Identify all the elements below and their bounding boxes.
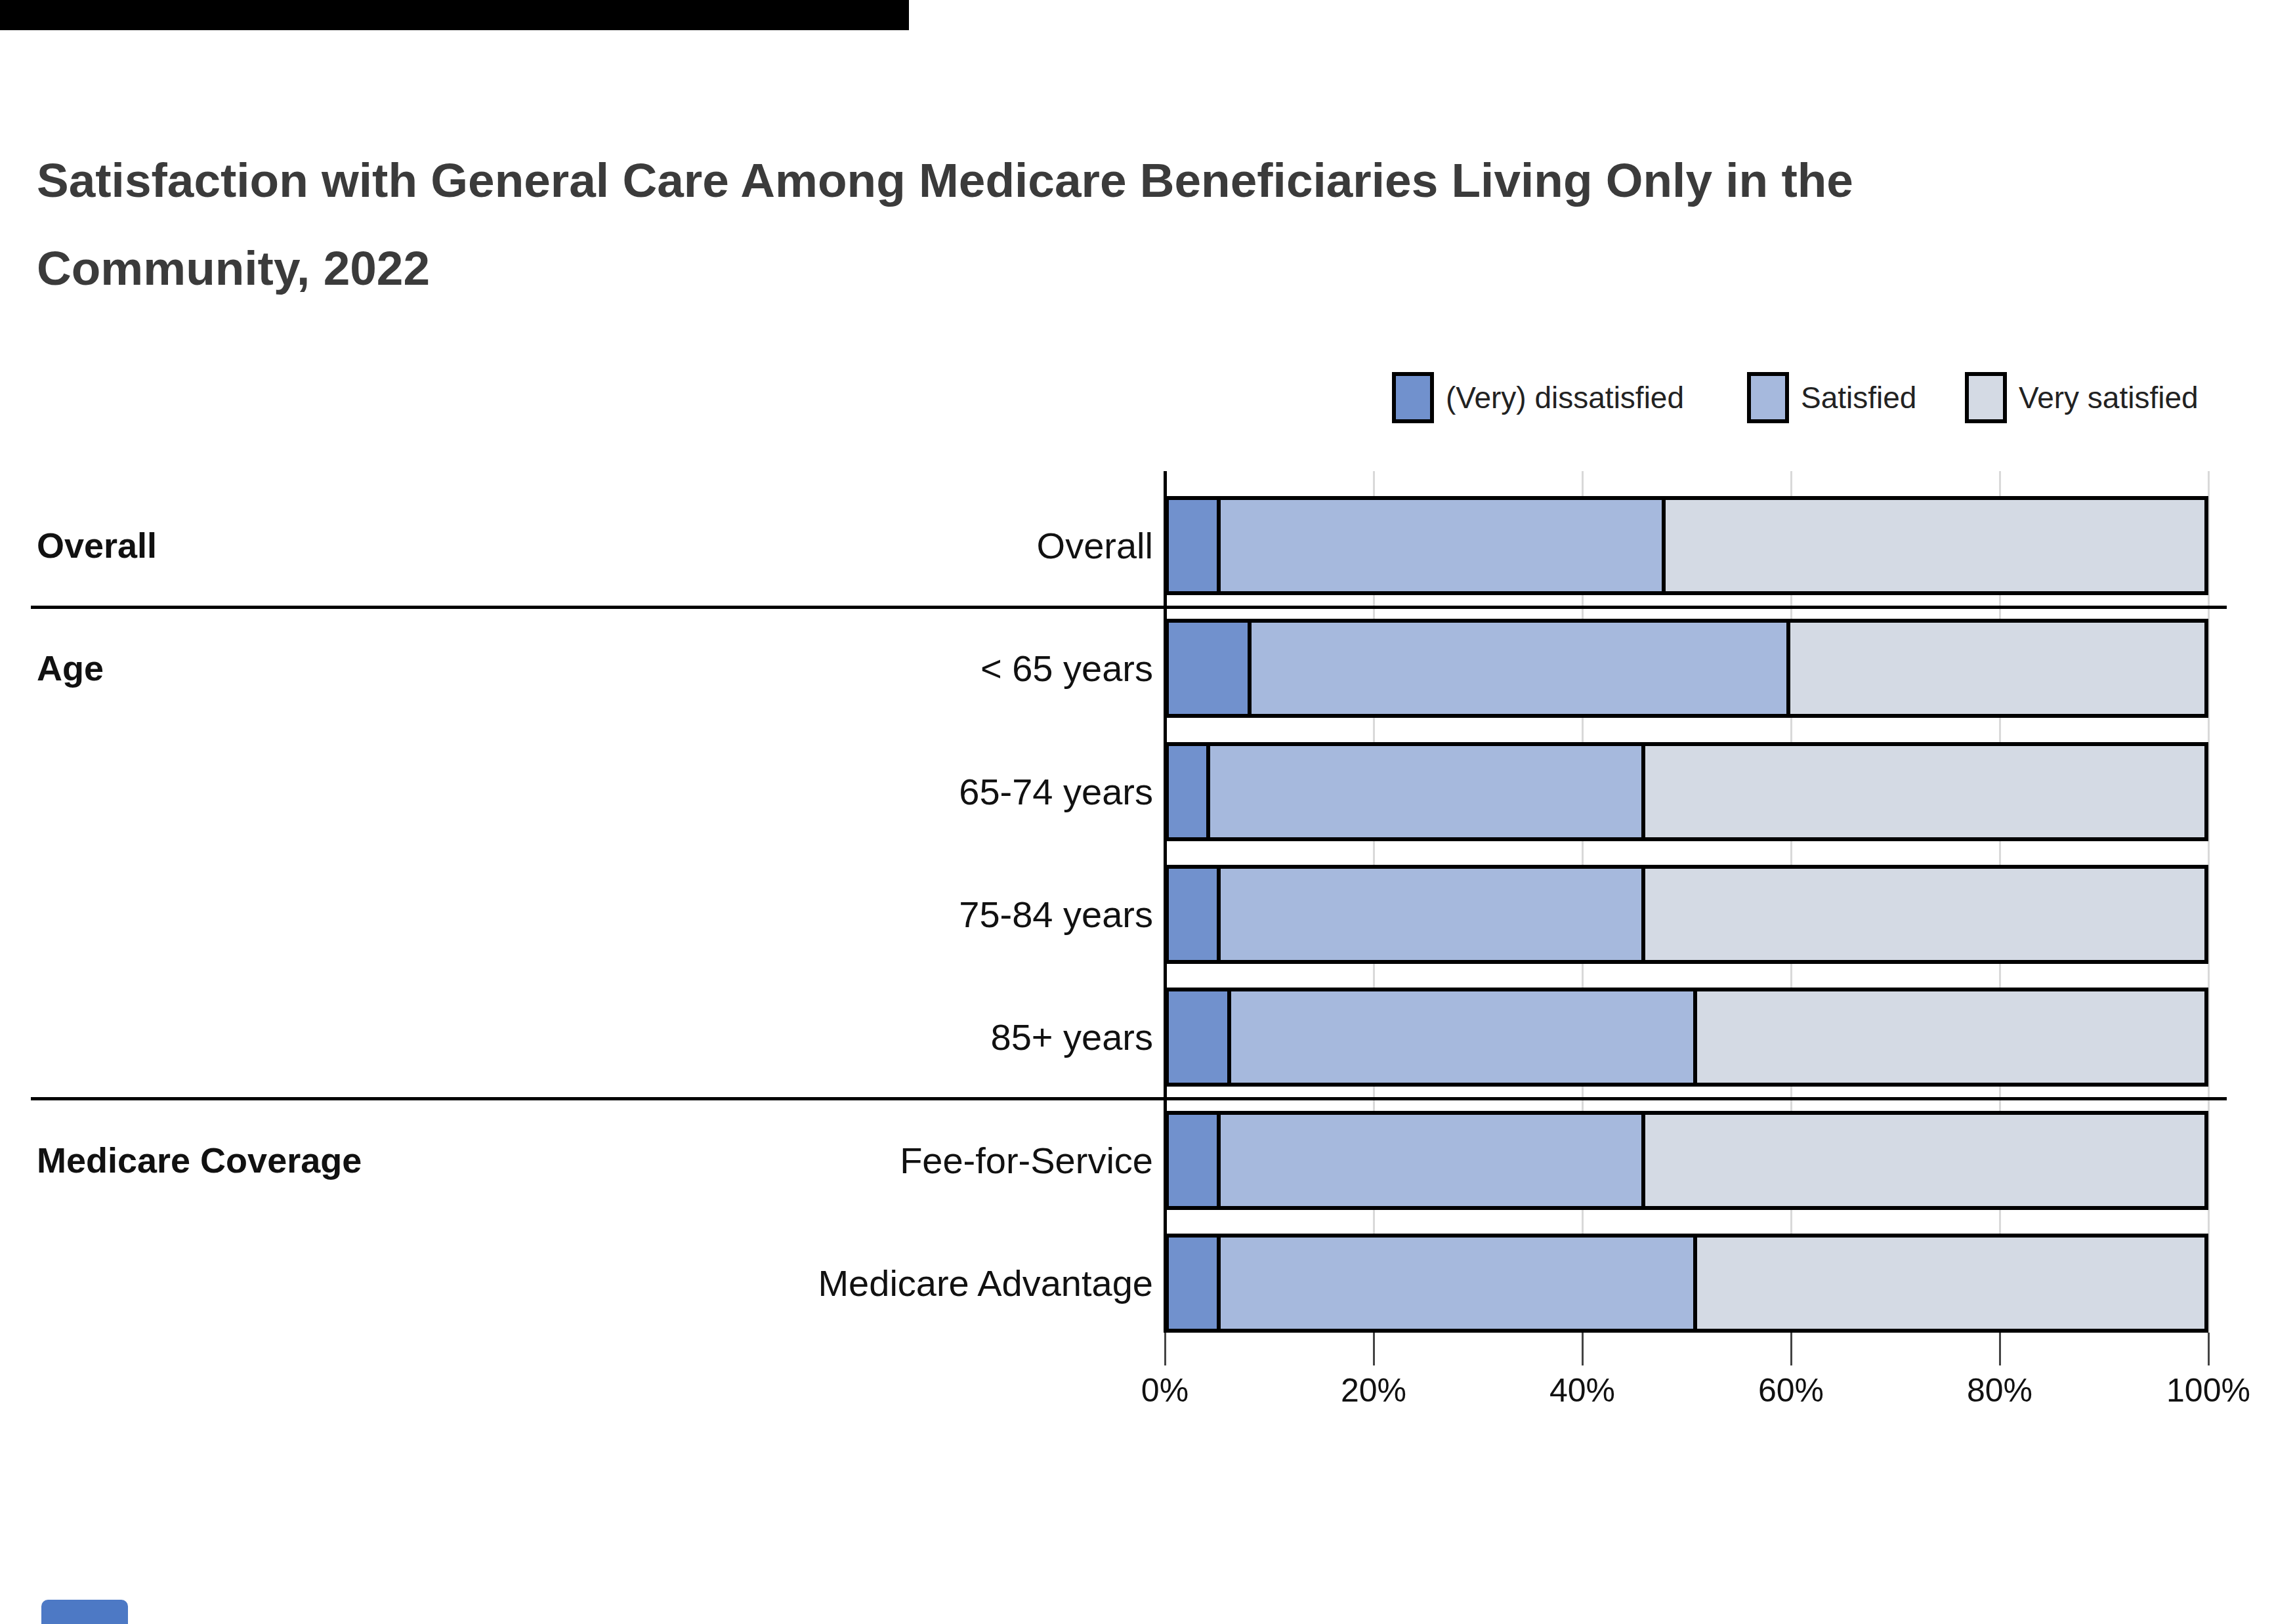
bar-segment-2 bbox=[1697, 991, 2204, 1083]
row-label-4: 85+ years bbox=[991, 988, 1154, 1087]
bar-fee-for-service bbox=[1165, 1111, 2208, 1210]
chart-page: Satisfaction with General Care Among Med… bbox=[0, 0, 2274, 1624]
chart-title-line-1: Satisfaction with General Care Among Med… bbox=[37, 136, 2229, 224]
row-label-1: < 65 years bbox=[980, 619, 1153, 718]
legend-label-0: (Very) dissatisfied bbox=[1446, 372, 1684, 423]
x-tick-label-60: 60% bbox=[1712, 1371, 1870, 1409]
row-label-3: 75-84 years bbox=[959, 865, 1153, 964]
x-tick-80 bbox=[1999, 1333, 2001, 1365]
bar-segment-0 bbox=[1169, 1115, 1221, 1206]
bar-segment-1 bbox=[1231, 991, 1697, 1083]
bar-segment-0 bbox=[1169, 1238, 1221, 1329]
bar--65-years bbox=[1165, 619, 2208, 718]
bar-segment-2 bbox=[1697, 1238, 2204, 1329]
legend-label-1: Satisfied bbox=[1801, 372, 1916, 423]
x-tick-20 bbox=[1373, 1333, 1375, 1365]
bar-segment-0 bbox=[1169, 623, 1252, 714]
x-tick-0 bbox=[1164, 1333, 1166, 1365]
row-label-2: 65-74 years bbox=[959, 742, 1153, 841]
row-label-5: Fee-for-Service bbox=[900, 1111, 1153, 1210]
legend-swatch-0 bbox=[1392, 372, 1434, 423]
legend-swatch-2 bbox=[1965, 372, 2007, 423]
x-tick-label-40: 40% bbox=[1504, 1371, 1661, 1409]
bar-segment-1 bbox=[1221, 500, 1666, 591]
bar-segment-2 bbox=[1666, 500, 2204, 591]
chart-title: Satisfaction with General Care Among Med… bbox=[37, 136, 2229, 312]
bar-overall bbox=[1165, 496, 2208, 595]
group-label-2: Medicare Coverage bbox=[37, 1111, 362, 1210]
bar-85-years bbox=[1165, 988, 2208, 1087]
legend-label-2: Very satisfied bbox=[2019, 372, 2199, 423]
x-tick-100 bbox=[2208, 1333, 2210, 1365]
legend-item-1: Satisfied bbox=[1747, 372, 1916, 423]
bar-segment-2 bbox=[1645, 869, 2204, 960]
bar-segment-0 bbox=[1169, 746, 1210, 837]
bar-segment-2 bbox=[1645, 1115, 2204, 1206]
group-divider-1 bbox=[31, 1097, 2227, 1100]
group-label-0: Overall bbox=[37, 496, 157, 595]
group-divider-0 bbox=[31, 606, 2227, 609]
x-tick-label-80: 80% bbox=[1921, 1371, 2078, 1409]
bar-75-84-years bbox=[1165, 865, 2208, 964]
bar-segment-2 bbox=[1790, 623, 2204, 714]
bar-medicare-advantage bbox=[1165, 1234, 2208, 1333]
row-label-6: Medicare Advantage bbox=[818, 1234, 1153, 1333]
x-tick-label-0: 0% bbox=[1086, 1371, 1244, 1409]
chart-title-line-2: Community, 2022 bbox=[37, 224, 2229, 312]
legend-swatch-1 bbox=[1747, 372, 1789, 423]
x-tick-label-100: 100% bbox=[2130, 1371, 2274, 1409]
group-label-1: Age bbox=[37, 619, 104, 718]
top-black-bar bbox=[0, 0, 909, 30]
bar-segment-0 bbox=[1169, 500, 1221, 591]
bar-segment-1 bbox=[1221, 1238, 1697, 1329]
bar-segment-1 bbox=[1210, 746, 1645, 837]
row-label-0: Overall bbox=[1037, 496, 1153, 595]
legend-item-0: (Very) dissatisfied bbox=[1392, 372, 1684, 423]
bar-segment-2 bbox=[1645, 746, 2204, 837]
bar-segment-0 bbox=[1169, 991, 1231, 1083]
bottom-left-blue-patch bbox=[41, 1600, 128, 1624]
x-tick-40 bbox=[1582, 1333, 1584, 1365]
bar-65-74-years bbox=[1165, 742, 2208, 841]
bar-segment-1 bbox=[1221, 869, 1645, 960]
bar-segment-1 bbox=[1252, 623, 1790, 714]
legend-item-2: Very satisfied bbox=[1965, 372, 2199, 423]
bar-segment-1 bbox=[1221, 1115, 1645, 1206]
x-tick-label-20: 20% bbox=[1295, 1371, 1452, 1409]
x-tick-60 bbox=[1790, 1333, 1792, 1365]
bar-segment-0 bbox=[1169, 869, 1221, 960]
